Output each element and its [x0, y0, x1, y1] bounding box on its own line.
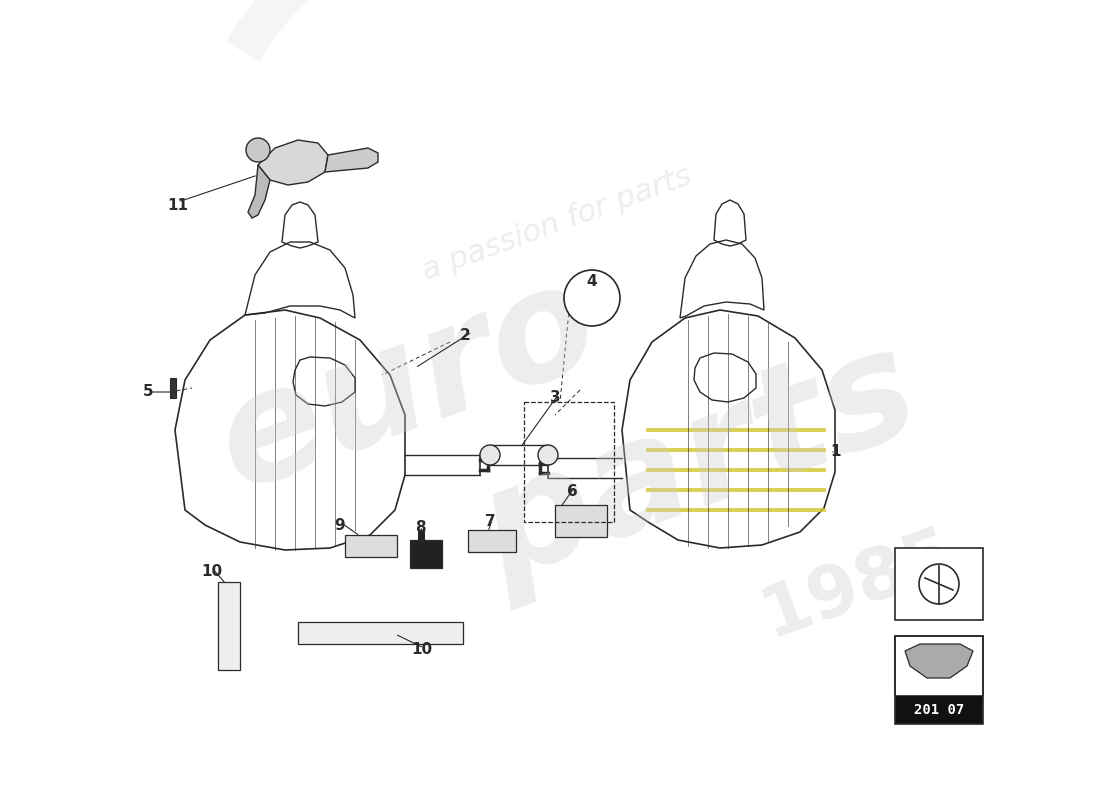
Bar	[895, 636, 983, 696]
Bar	[895, 548, 983, 620]
Bar	[895, 636, 983, 724]
Polygon shape	[324, 148, 378, 172]
Polygon shape	[905, 644, 974, 678]
Text: 1985: 1985	[751, 517, 965, 651]
Polygon shape	[258, 140, 328, 185]
Circle shape	[480, 445, 501, 465]
Bar	[556, 505, 607, 537]
Text: parts: parts	[462, 317, 937, 611]
Text: 1: 1	[830, 445, 842, 459]
Bar	[895, 696, 983, 724]
Bar	[524, 402, 614, 522]
Text: 3: 3	[550, 390, 560, 406]
Text: 8: 8	[415, 521, 426, 535]
Circle shape	[564, 270, 620, 326]
Bar	[298, 622, 463, 644]
Circle shape	[538, 445, 558, 465]
Text: 6: 6	[566, 485, 578, 499]
Bar	[468, 530, 516, 552]
Bar	[170, 378, 176, 398]
Text: 2: 2	[460, 327, 471, 342]
Text: euro: euro	[198, 247, 618, 521]
Text: 4: 4	[586, 274, 597, 290]
Text: 10: 10	[411, 642, 432, 658]
Bar	[345, 535, 397, 557]
Text: 7: 7	[485, 514, 495, 530]
Text: 5: 5	[143, 385, 153, 399]
Polygon shape	[418, 530, 424, 540]
Text: 201 07: 201 07	[914, 703, 964, 717]
Text: a passion for parts: a passion for parts	[418, 162, 695, 286]
Bar	[410, 540, 442, 568]
Text: 10: 10	[201, 565, 222, 579]
Polygon shape	[248, 165, 270, 218]
Text: 11: 11	[167, 198, 188, 213]
Text: 9: 9	[334, 518, 345, 533]
Bar	[218, 582, 240, 670]
Circle shape	[246, 138, 270, 162]
